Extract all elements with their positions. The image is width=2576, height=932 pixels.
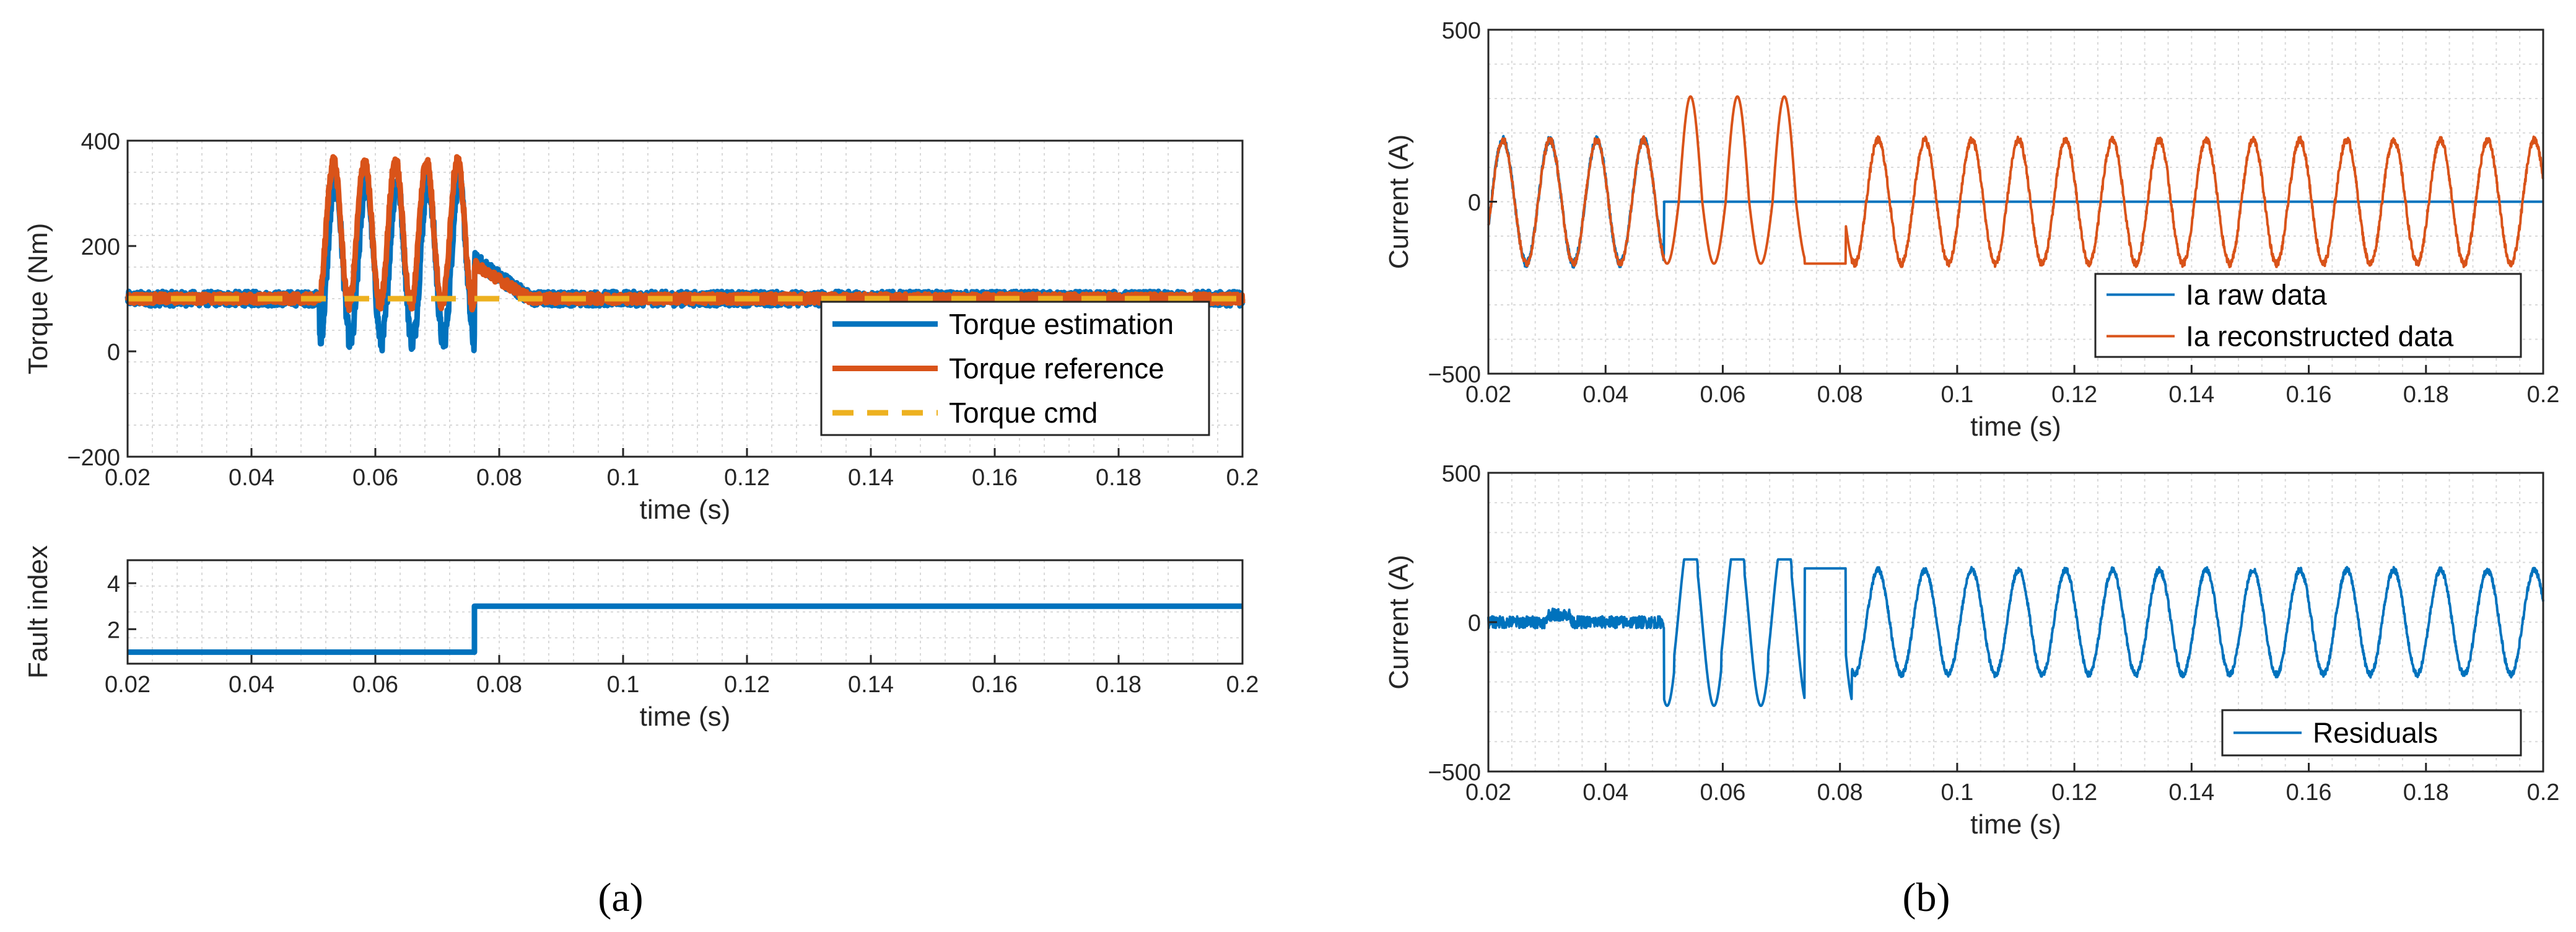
series-line-fault-index xyxy=(128,603,1242,655)
y-tick-label: 0 xyxy=(107,340,120,366)
x-tick-label: 0.04 xyxy=(229,672,274,698)
x-tick-label: 0.18 xyxy=(2403,780,2449,806)
x-tick-label: 0.14 xyxy=(2168,780,2214,806)
series-line-ia-reconstructed-data xyxy=(1487,95,2544,268)
x-tick-label: 0.14 xyxy=(848,465,894,491)
y-tick-label: 400 xyxy=(81,129,120,155)
x-tick-label: 0.08 xyxy=(1817,382,1863,408)
x-tick-label: 0.16 xyxy=(972,465,1018,491)
x-tick-label: 0.06 xyxy=(1700,382,1745,408)
x-tick-label: 0.18 xyxy=(1096,465,1142,491)
legend-label: Torque cmd xyxy=(949,397,1098,429)
x-tick-label: 0.14 xyxy=(848,672,894,698)
y-tick-label: 500 xyxy=(1442,461,1481,487)
x-tick-label: 0.12 xyxy=(2051,780,2097,806)
caption-b: (b) xyxy=(1903,875,1950,920)
chart-b_bottom: 0.02 0.04 0.06 0.08 0.1 0.12 0.14 0.16 0.18 0.2 −5… xyxy=(1384,461,2559,840)
x-axis-label: time (s) xyxy=(640,701,731,732)
x-tick-label: 0.12 xyxy=(2051,382,2097,408)
x-tick-label: 0.12 xyxy=(724,672,770,698)
y-tick-label: 200 xyxy=(81,234,120,260)
y-tick-label: 0 xyxy=(1468,610,1481,636)
x-tick-label: 0.18 xyxy=(2403,382,2449,408)
x-tick-label: 0.2 xyxy=(1226,672,1259,698)
y-tick-label: −200 xyxy=(67,445,120,471)
legend-label: Residuals xyxy=(2313,717,2438,749)
y-axis-label: Torque (Nm) xyxy=(23,223,53,375)
y-axis-label: Current (A) xyxy=(1384,134,1414,270)
y-axis-label: Current (A) xyxy=(1384,555,1414,690)
x-tick-label: 0.04 xyxy=(1583,382,1628,408)
y-axis-label: Fault index xyxy=(23,545,53,679)
x-tick-label: 0.2 xyxy=(2527,382,2560,408)
series-line-ia-raw-data xyxy=(1487,134,2544,269)
x-tick-label: 0.2 xyxy=(1226,465,1259,491)
legend-label: Ia raw data xyxy=(2186,279,2327,311)
legend-label: Torque reference xyxy=(949,353,1164,385)
y-tick-label: 2 xyxy=(107,617,120,643)
x-tick-label: 0.1 xyxy=(1941,780,1973,806)
x-tick-label: 0.08 xyxy=(476,465,522,491)
chart-a_bottom: 0.02 0.04 0.06 0.08 0.1 0.12 0.14 0.16 0.18 0.2 2 4… xyxy=(23,545,1259,732)
x-axis-label: time (s) xyxy=(1970,411,2061,442)
y-tick-label: −500 xyxy=(1428,362,1481,388)
x-tick-label: 0.14 xyxy=(2168,382,2214,408)
x-tick-label: 0.18 xyxy=(1096,672,1142,698)
y-tick-label: 4 xyxy=(107,571,120,597)
x-tick-label: 0.02 xyxy=(105,465,151,491)
axes-box xyxy=(126,559,1244,665)
x-tick-label: 0.06 xyxy=(352,672,398,698)
x-tick-label: 0.08 xyxy=(1817,780,1863,806)
chart-b_top: 0.02 0.04 0.06 0.08 0.1 0.12 0.14 0.16 0.18 0.2 −5… xyxy=(1384,18,2559,442)
x-tick-label: 0.16 xyxy=(972,672,1018,698)
x-axis-label: time (s) xyxy=(640,495,731,525)
x-tick-label: 0.2 xyxy=(2527,780,2560,806)
y-tick-label: 500 xyxy=(1442,18,1481,44)
x-tick-label: 0.02 xyxy=(105,672,151,698)
series-line-residuals xyxy=(1487,558,2544,707)
y-tick-label: −500 xyxy=(1428,760,1481,786)
x-tick-label: 0.1 xyxy=(1941,382,1973,408)
x-tick-label: 0.08 xyxy=(476,672,522,698)
x-axis-label: time (s) xyxy=(1970,809,2061,840)
caption-a: (a) xyxy=(598,875,643,920)
x-tick-label: 0.06 xyxy=(1700,780,1745,806)
x-tick-label: 0.12 xyxy=(724,465,770,491)
x-tick-label: 0.16 xyxy=(2286,382,2332,408)
x-tick-label: 0.04 xyxy=(229,465,274,491)
x-tick-label: 0.02 xyxy=(1465,780,1511,806)
x-tick-label: 0.16 xyxy=(2286,780,2332,806)
legend-label: Ia reconstructed data xyxy=(2186,320,2454,353)
legend: Residuals xyxy=(2221,709,2522,757)
legend-label: Torque estimation xyxy=(949,308,1174,340)
legend: Ia raw data Ia reconstructed data xyxy=(2094,273,2522,358)
legend-box xyxy=(2094,273,2522,358)
y-tick-label: 0 xyxy=(1468,190,1481,216)
x-tick-label: 0.06 xyxy=(352,465,398,491)
x-tick-label: 0.1 xyxy=(607,672,640,698)
x-tick-label: 0.02 xyxy=(1465,382,1511,408)
x-tick-label: 0.1 xyxy=(607,465,640,491)
legend: Torque estimation Torque reference Torque … xyxy=(820,301,1210,436)
axes-box xyxy=(126,139,1244,458)
x-tick-label: 0.04 xyxy=(1583,780,1628,806)
chart-a_top: 0.02 0.04 0.06 0.08 0.1 0.12 0.14 0.16 0.18 0.2 −2… xyxy=(23,129,1259,525)
